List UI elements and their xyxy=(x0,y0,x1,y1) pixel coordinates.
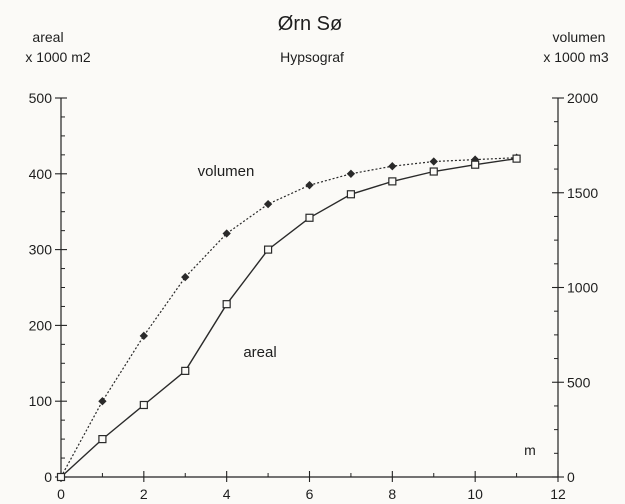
x-unit-label: m xyxy=(524,442,536,458)
marker-volumen xyxy=(181,272,190,282)
left-tick-label: 200 xyxy=(29,317,53,333)
right-axis-label-line1: volumen xyxy=(553,29,606,45)
marker-areal xyxy=(181,366,190,375)
marker-volumen xyxy=(222,229,231,238)
x-tick-label: 10 xyxy=(467,486,483,502)
left-axis-label-line2: x 1000 m2 xyxy=(25,49,91,65)
right-tick-label: 0 xyxy=(567,469,575,485)
x-tick-label: 12 xyxy=(550,486,566,502)
right-tick-label: 1000 xyxy=(567,280,598,296)
left-tick-label: 300 xyxy=(29,242,53,258)
x-tick-label: 4 xyxy=(223,486,231,502)
marker-areal xyxy=(388,177,397,186)
x-tick-label: 0 xyxy=(57,486,65,502)
series-line-areal xyxy=(60,157,517,478)
marker-volumen xyxy=(388,162,397,171)
marker-areal xyxy=(346,190,356,199)
x-tick-label: 2 xyxy=(140,486,148,502)
marker-volumen xyxy=(263,199,273,209)
marker-areal xyxy=(98,435,107,444)
series-layer xyxy=(56,153,521,482)
marker-areal xyxy=(139,400,148,410)
marker-areal xyxy=(305,213,314,222)
series-line-volumen xyxy=(60,157,517,478)
plot-frame xyxy=(60,98,559,478)
marker-areal xyxy=(512,154,521,163)
marker-volumen xyxy=(346,169,356,178)
left-tick-label: 400 xyxy=(29,166,53,182)
marker-volumen xyxy=(429,157,438,166)
left-tick-label: 100 xyxy=(29,393,53,409)
x-tick-label: 6 xyxy=(306,486,314,502)
marker-volumen xyxy=(305,181,314,190)
marker-volumen xyxy=(98,397,107,406)
right-tick-label: 1500 xyxy=(567,185,598,201)
marker-areal xyxy=(56,472,66,482)
series-label-volumen: volumen xyxy=(198,163,255,180)
right-tick-label: 500 xyxy=(567,374,591,390)
right-axis: 0 500 1000 1500 2000 xyxy=(552,90,598,485)
left-tick-label: 500 xyxy=(29,90,53,106)
x-tick-label: 8 xyxy=(388,486,396,502)
right-tick-label: 2000 xyxy=(567,90,598,106)
chart-title: Ørn Sø xyxy=(278,13,342,35)
series-label-areal: areal xyxy=(243,344,276,361)
marker-volumen xyxy=(139,331,148,340)
marker-areal xyxy=(429,167,438,176)
left-axis-label-line1: areal xyxy=(32,29,63,45)
left-axis: 0 100 200 300 400 500 xyxy=(29,90,67,485)
chart-subtitle: Hypsograf xyxy=(280,49,344,65)
marker-areal xyxy=(222,300,231,309)
x-axis: 0 2 4 6 8 10 12 xyxy=(57,471,566,502)
marker-areal xyxy=(471,160,480,169)
left-tick-label: 0 xyxy=(44,469,52,485)
right-axis-label-line2: x 1000 m3 xyxy=(543,49,609,65)
marker-areal xyxy=(263,245,273,254)
